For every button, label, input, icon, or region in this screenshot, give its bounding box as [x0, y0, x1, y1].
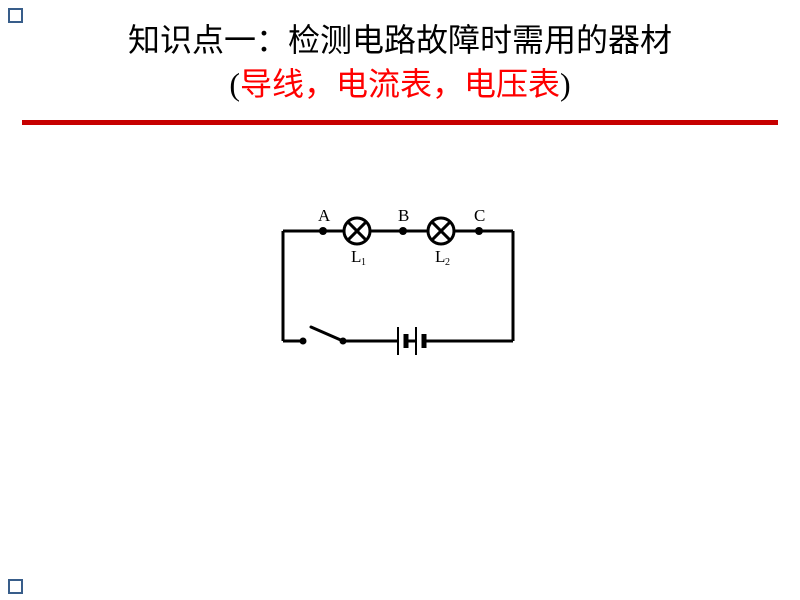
title-underline	[22, 120, 778, 125]
svg-text:L: L	[351, 247, 361, 266]
svg-text:L: L	[435, 247, 445, 266]
title-equipment-list: 导线，电流表，电压表	[240, 66, 560, 102]
svg-text:1: 1	[361, 257, 366, 268]
svg-text:B: B	[398, 206, 409, 225]
svg-text:C: C	[474, 206, 485, 225]
title-line1: 知识点一：检测电路故障时需用的器材	[128, 22, 672, 58]
svg-text:A: A	[318, 206, 331, 225]
title-paren-open: (	[229, 66, 240, 102]
svg-text:2: 2	[445, 257, 450, 268]
title-paren-close: )	[560, 66, 571, 102]
corner-square-bottom-left	[8, 579, 23, 594]
circuit-diagram: L1L2ABC	[253, 195, 537, 360]
slide-title: 知识点一：检测电路故障时需用的器材 (导线，电流表，电压表)	[0, 18, 800, 106]
